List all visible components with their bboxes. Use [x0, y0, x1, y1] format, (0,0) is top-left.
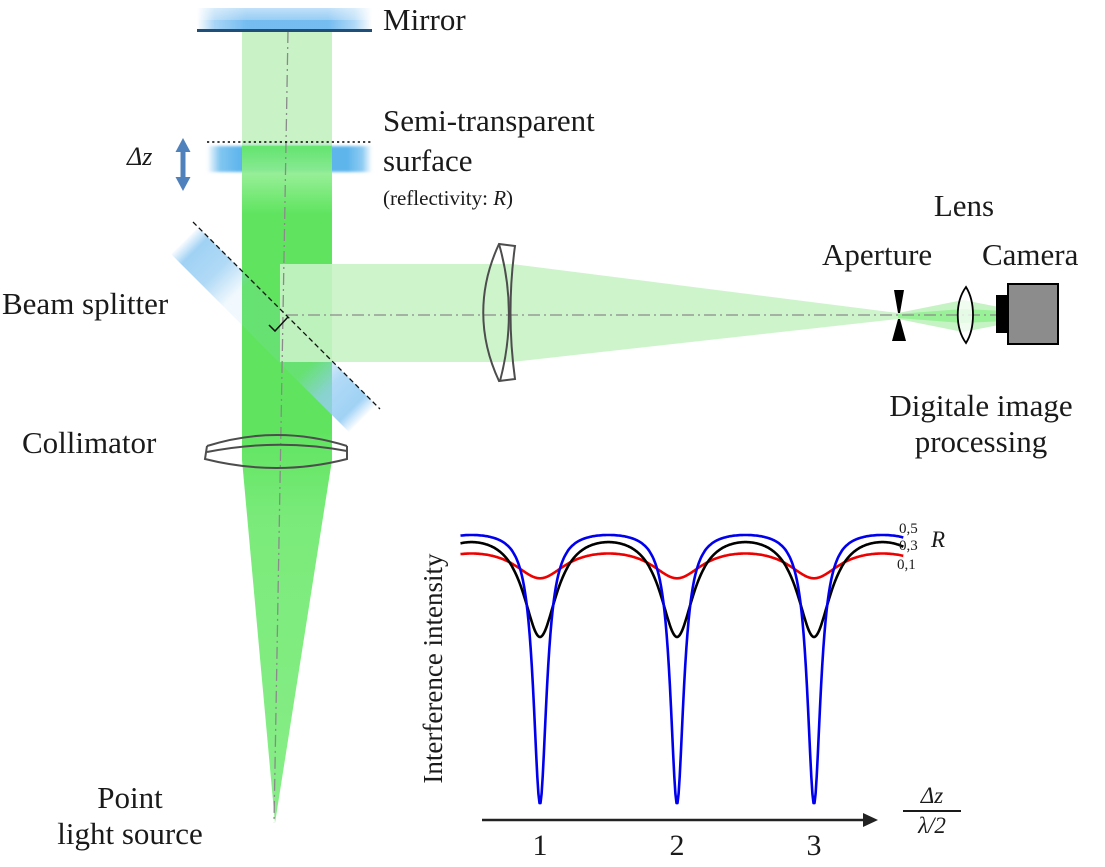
semi-transparent-label-line1: Semi-transparent: [383, 103, 595, 138]
beam-splitter-label: Beam splitter: [2, 286, 169, 321]
semi-transparent-label-line2: surface: [383, 143, 473, 178]
lens-label: Lens: [933, 188, 995, 223]
beam-converging-to-aperture: [512, 264, 898, 362]
reflectivity-symbol: R: [493, 186, 507, 210]
legend-value-03: 0,3: [899, 538, 918, 554]
chart-x-axis: [482, 813, 878, 827]
processing-line2: processing: [914, 423, 1048, 459]
processing-line1: Digitale image: [889, 388, 1073, 423]
chart-tick-1: 1: [532, 829, 548, 862]
point-source-line2: light source: [57, 815, 203, 851]
point-source-label: Point light source: [20, 780, 240, 851]
reflectivity-prefix: (reflectivity:: [383, 186, 494, 210]
collimator-lens: [203, 434, 348, 469]
chart-tick-2: 2: [669, 829, 685, 862]
beam-splitter-edge: [192, 221, 381, 410]
point-source-line1: Point: [97, 780, 163, 815]
aperture-label: Aperture: [822, 237, 933, 272]
reflectivity-suffix: ): [506, 186, 514, 210]
curve-0: [460, 552, 904, 580]
x-label-denominator: λ/2: [918, 813, 946, 838]
beam-horizontal: [280, 264, 512, 362]
chart-y-axis-label: Interference intensity: [418, 553, 448, 784]
reflectivity-note: (reflectivity: R): [383, 186, 513, 210]
chart-tick-3: 3: [806, 829, 822, 862]
beam-camera-core: [898, 309, 1004, 323]
camera-body: [996, 283, 1059, 345]
processing-label: Digitale image processing: [850, 388, 1105, 459]
splitter-center-mark: [268, 316, 289, 333]
curve-2: [460, 533, 904, 805]
legend-value-05: 0,5: [899, 521, 918, 537]
chart-x-axis-label: Δz λ/2: [903, 783, 961, 839]
delta-z-arrow-icon: [175, 138, 191, 191]
curve-1: [460, 540, 904, 639]
mirror: [197, 8, 372, 32]
delta-z-label: Δz: [127, 142, 153, 171]
legend-title: R: [931, 527, 946, 552]
legend-value-01: 0,1: [897, 557, 916, 573]
beam-main-vertical: [242, 146, 332, 823]
camera-label: Camera: [982, 237, 1079, 272]
imaging-lens: [482, 242, 517, 383]
beam-mirror-to-surface: [242, 31, 332, 146]
mirror-label: Mirror: [383, 2, 466, 37]
aperture-icon: [892, 290, 906, 341]
collimator-label: Collimator: [22, 425, 157, 460]
vertical-optical-axis: [273, 30, 289, 824]
camera-lens: [956, 285, 974, 345]
x-label-numerator: Δz: [903, 783, 961, 812]
chart-curves: [460, 533, 904, 805]
